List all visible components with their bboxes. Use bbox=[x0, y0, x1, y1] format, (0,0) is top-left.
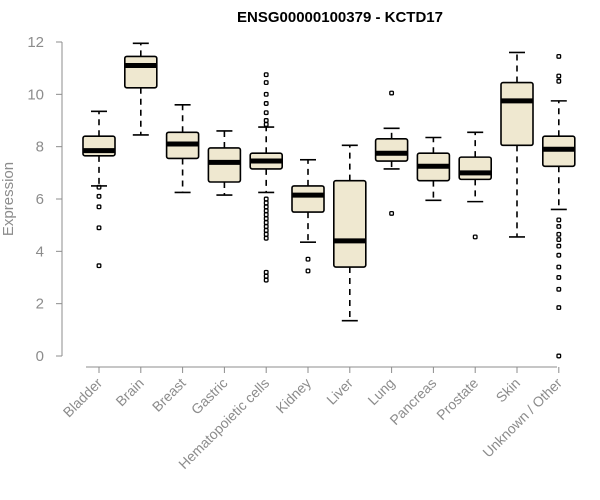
chart-title: ENSG00000100379 - KCTD17 bbox=[237, 9, 443, 26]
outlier-point bbox=[96, 204, 102, 210]
box bbox=[291, 185, 325, 213]
outlier-point bbox=[263, 227, 269, 233]
y-tick-label: 8 bbox=[36, 139, 44, 156]
outlier-point bbox=[305, 268, 311, 274]
boxes-group bbox=[82, 42, 576, 359]
outlier-point bbox=[263, 269, 269, 275]
x-tick-label: Kidney bbox=[273, 375, 315, 417]
outlier-point bbox=[96, 193, 102, 199]
x-tick-label: Liver bbox=[323, 375, 356, 408]
outlier-point bbox=[263, 121, 269, 127]
box-group bbox=[82, 110, 116, 269]
outlier-point bbox=[263, 224, 269, 229]
y-axis: 0 2 4 6 8 10 12 bbox=[27, 34, 63, 365]
box-group bbox=[124, 42, 158, 136]
box-group bbox=[291, 158, 325, 274]
outlier-point bbox=[556, 231, 562, 237]
box bbox=[332, 179, 367, 268]
outlier-point bbox=[263, 80, 269, 86]
outlier-point bbox=[389, 210, 395, 216]
box-group bbox=[541, 53, 576, 359]
outlier-point bbox=[263, 196, 269, 202]
outlier-point bbox=[472, 234, 478, 240]
outlier-point bbox=[263, 235, 269, 241]
outlier-point bbox=[263, 91, 269, 97]
box-group bbox=[249, 72, 283, 283]
outlier-point bbox=[263, 277, 269, 283]
outlier-point bbox=[263, 216, 269, 222]
outlier-point bbox=[556, 243, 562, 249]
x-tick-label: Breast bbox=[149, 375, 189, 415]
outlier-point bbox=[263, 273, 269, 279]
outlier-point bbox=[556, 217, 562, 223]
outlier-point bbox=[556, 237, 562, 243]
outlier-point bbox=[263, 204, 269, 210]
y-tick-label: 2 bbox=[36, 296, 44, 313]
box-group bbox=[500, 51, 534, 238]
outlier-point bbox=[96, 184, 102, 190]
y-axis-label: Expression bbox=[0, 162, 17, 236]
outlier-point bbox=[263, 101, 269, 106]
y-tick-label: 6 bbox=[36, 191, 44, 208]
outlier-point bbox=[556, 252, 562, 258]
outlier-point bbox=[556, 305, 562, 311]
outlier-point bbox=[263, 231, 269, 237]
box-group bbox=[207, 130, 242, 196]
outlier-point bbox=[96, 225, 102, 231]
outlier-point bbox=[556, 275, 562, 280]
outlier-point bbox=[263, 110, 269, 116]
box-group bbox=[332, 144, 367, 322]
box-group bbox=[165, 104, 200, 194]
outlier-point bbox=[556, 73, 562, 79]
box-group bbox=[374, 90, 409, 216]
outlier-point bbox=[263, 118, 269, 123]
y-tick-label: 0 bbox=[36, 348, 44, 365]
y-tick-label: 4 bbox=[36, 243, 44, 260]
outlier-point bbox=[96, 263, 102, 269]
x-tick-label: Bladder bbox=[60, 375, 106, 421]
outlier-point bbox=[556, 286, 562, 292]
x-tick-label: Lung bbox=[364, 375, 397, 408]
x-tick-label: Brain bbox=[112, 375, 146, 409]
outlier-point bbox=[389, 90, 395, 96]
x-tick-label: Unknown / Other bbox=[479, 375, 565, 461]
outlier-point bbox=[305, 256, 311, 262]
box bbox=[374, 138, 409, 162]
outlier-point bbox=[263, 200, 269, 206]
outlier-point bbox=[263, 208, 269, 214]
x-tick-label: Skin bbox=[493, 375, 524, 406]
outlier-point bbox=[556, 264, 562, 270]
y-tick-label: 12 bbox=[27, 34, 44, 51]
box-group bbox=[458, 131, 493, 240]
box bbox=[124, 55, 158, 89]
outlier-point bbox=[556, 224, 562, 229]
box bbox=[500, 81, 534, 147]
box-group bbox=[416, 136, 451, 202]
outlier-point bbox=[263, 212, 269, 218]
y-tick-label: 10 bbox=[27, 86, 44, 103]
outlier-point bbox=[556, 78, 562, 84]
outlier-point bbox=[556, 353, 562, 359]
outlier-point bbox=[556, 53, 562, 59]
x-tick-label: Prostate bbox=[433, 375, 481, 423]
outlier-point bbox=[263, 72, 269, 78]
box bbox=[458, 156, 493, 181]
box bbox=[207, 147, 242, 183]
outlier-point bbox=[263, 220, 269, 225]
